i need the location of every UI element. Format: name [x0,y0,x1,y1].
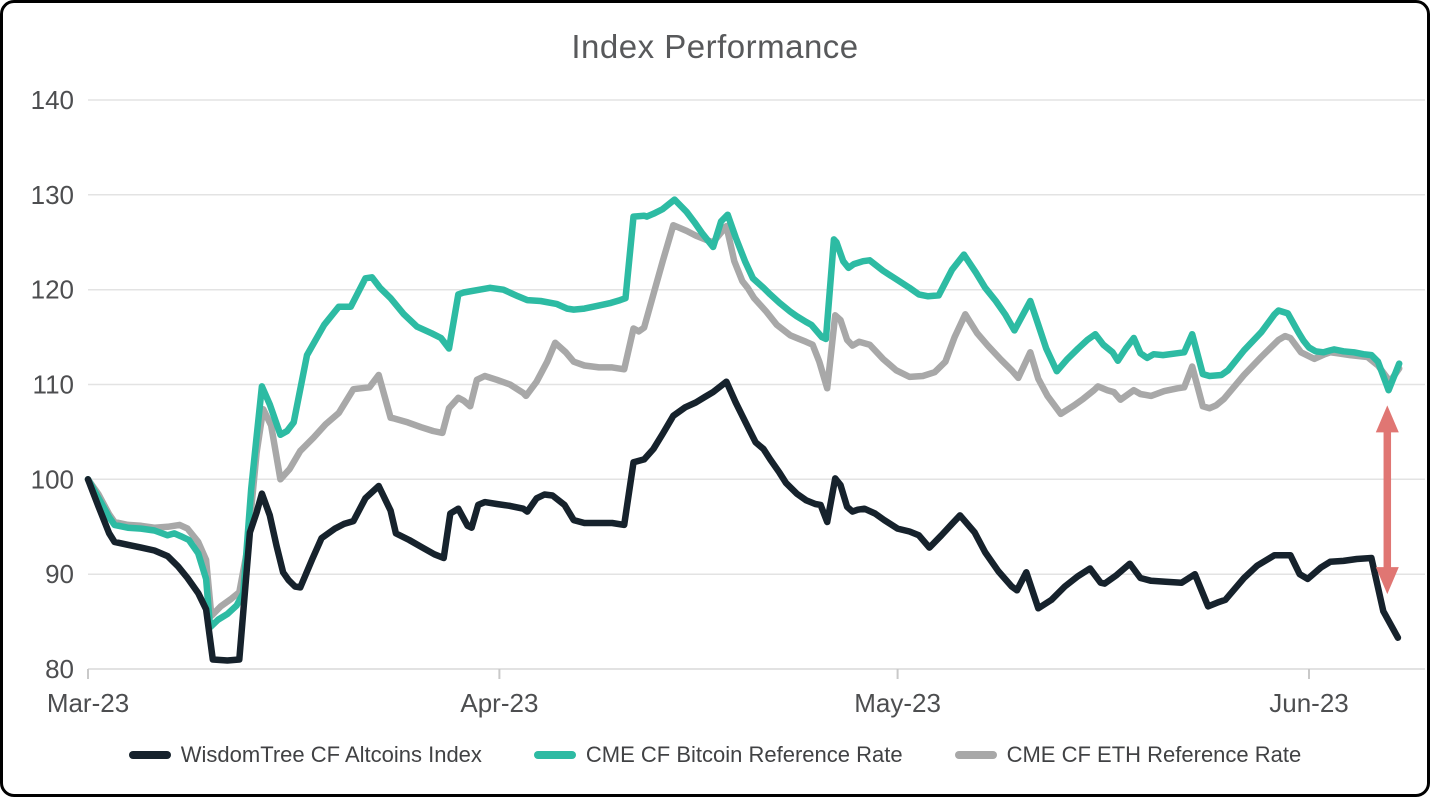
x-tick-label: Apr-23 [460,688,538,718]
x-tick-label: Mar-23 [47,688,129,718]
performance-gap-arrow [1375,405,1399,595]
legend: WisdomTree CF Altcoins Index CME CF Bitco… [3,742,1427,768]
legend-label: WisdomTree CF Altcoins Index [180,742,482,767]
legend-swatch [533,751,576,759]
y-tick-label: 130 [31,180,74,210]
y-tick-label: 120 [31,275,74,305]
chart-title: Index Performance [571,28,859,65]
legend-label: CME CF ETH Reference Rate [1006,742,1302,767]
bitcoin-reference-rate-line [84,196,1403,631]
legend-item-altcoins-index-line: WisdomTree CF Altcoins Index [128,742,482,768]
y-tick-label: 80 [45,654,74,684]
arrow-head-down [1375,567,1399,595]
y-tick-label: 90 [45,559,74,589]
legend-item-eth-reference-rate-line: CME CF ETH Reference Rate [954,742,1302,768]
eth-reference-rate-line [84,221,1403,620]
x-tick-label: May-23 [854,688,941,718]
altcoins-index-line [84,378,1402,664]
y-tick-label: 110 [33,370,74,400]
y-tick-label: 100 [31,464,74,494]
arrow-head-up [1375,405,1399,433]
legend-swatch [954,751,997,759]
index-performance-chart: 80 90 100 110 120 130 140 Mar-23 Apr-23 May-23 Jun… [31,85,1425,718]
legend-item-bitcoin-reference-rate-line: CME CF Bitcoin Reference Rate [533,742,903,768]
x-tick-label: Jun-23 [1269,688,1349,718]
legend-label: CME CF Bitcoin Reference Rate [585,742,903,767]
y-tick-label: 140 [31,85,74,115]
legend-swatch [128,751,171,759]
